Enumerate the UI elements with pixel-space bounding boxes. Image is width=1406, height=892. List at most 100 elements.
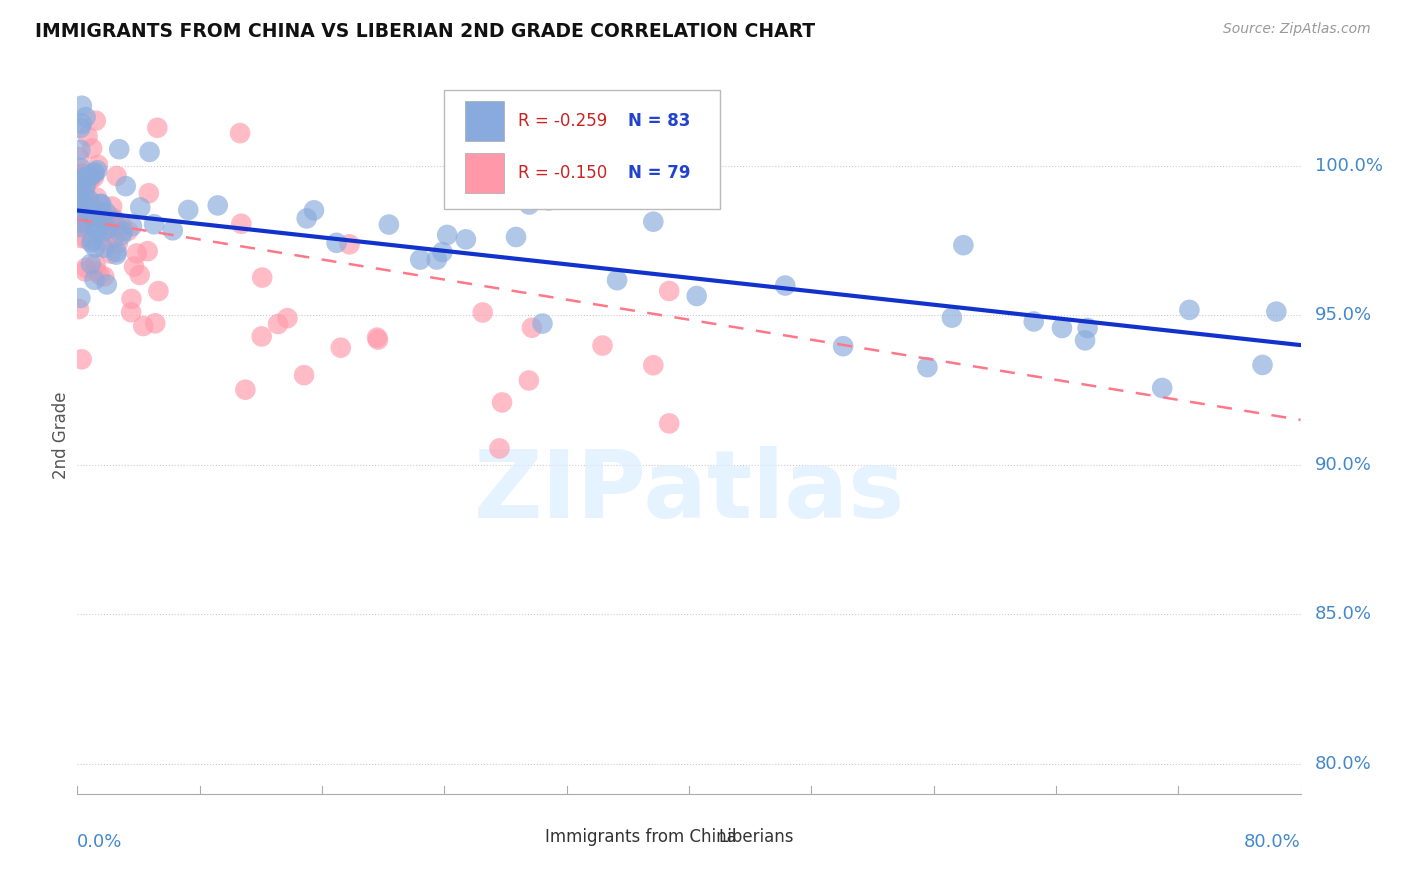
FancyBboxPatch shape xyxy=(444,90,720,209)
Point xyxy=(96,221,118,235)
Point xyxy=(138,145,160,159)
Point xyxy=(132,318,155,333)
Point xyxy=(67,212,90,227)
Point xyxy=(162,223,184,237)
Point xyxy=(339,237,361,252)
Point xyxy=(104,213,127,227)
Point xyxy=(69,197,91,211)
Point xyxy=(87,219,110,233)
Text: 85.0%: 85.0% xyxy=(1315,606,1372,624)
Point xyxy=(76,129,98,144)
Point xyxy=(80,196,103,211)
Point xyxy=(100,246,122,260)
Point xyxy=(138,186,160,201)
Point xyxy=(84,221,107,235)
Point xyxy=(1178,302,1201,317)
Point xyxy=(517,197,540,211)
Point xyxy=(325,235,347,250)
Point xyxy=(75,264,97,278)
Point xyxy=(121,219,143,234)
Text: N = 83: N = 83 xyxy=(627,112,690,130)
Point xyxy=(70,117,93,131)
Point xyxy=(86,209,108,223)
FancyBboxPatch shape xyxy=(512,828,538,847)
Point xyxy=(250,270,273,285)
Point xyxy=(83,170,105,185)
Point xyxy=(111,224,134,238)
Text: 90.0%: 90.0% xyxy=(1315,456,1372,474)
Point xyxy=(101,211,124,225)
Point xyxy=(231,217,253,231)
Point xyxy=(82,209,104,223)
Point xyxy=(250,329,273,343)
Point xyxy=(104,219,127,233)
Point xyxy=(105,169,128,183)
Text: 80.0%: 80.0% xyxy=(1315,755,1372,773)
Point xyxy=(84,113,107,128)
Point xyxy=(1050,321,1073,335)
Point xyxy=(73,167,96,181)
Point xyxy=(90,197,112,211)
Point xyxy=(75,231,97,245)
Text: R = -0.259: R = -0.259 xyxy=(517,112,607,130)
Point xyxy=(84,257,107,271)
Point xyxy=(471,305,494,319)
Point xyxy=(409,252,432,267)
FancyBboxPatch shape xyxy=(465,153,505,193)
Point xyxy=(773,278,796,293)
Point xyxy=(77,211,100,226)
Point xyxy=(75,197,97,211)
Point xyxy=(329,341,352,355)
Point xyxy=(367,333,389,347)
Point xyxy=(426,252,449,267)
Point xyxy=(143,217,166,231)
Point xyxy=(84,264,107,278)
Point xyxy=(606,273,628,287)
Point xyxy=(72,216,94,230)
Point xyxy=(517,374,540,388)
Point xyxy=(90,205,112,219)
Point xyxy=(114,179,136,194)
Point xyxy=(111,219,134,233)
Point xyxy=(82,234,104,248)
Point xyxy=(87,210,110,224)
Point xyxy=(73,188,96,202)
Point xyxy=(177,202,200,217)
Point xyxy=(121,292,143,306)
FancyBboxPatch shape xyxy=(465,102,505,141)
Point xyxy=(73,186,96,200)
Point xyxy=(96,277,118,292)
Point xyxy=(70,167,93,181)
Point xyxy=(100,214,122,228)
Point xyxy=(72,216,94,230)
Point xyxy=(69,143,91,157)
Point xyxy=(107,236,129,251)
Point xyxy=(537,194,560,208)
Point xyxy=(69,291,91,305)
Point xyxy=(531,317,554,331)
Point xyxy=(84,240,107,254)
Point xyxy=(89,197,111,211)
Point xyxy=(148,284,170,298)
Point xyxy=(69,182,91,196)
Point xyxy=(143,316,166,330)
Point xyxy=(70,219,93,233)
Point xyxy=(658,417,681,431)
Point xyxy=(520,320,543,334)
Point xyxy=(110,228,132,243)
Point xyxy=(832,339,855,353)
Point xyxy=(67,150,90,164)
Point xyxy=(75,169,97,184)
Text: 100.0%: 100.0% xyxy=(1315,157,1384,175)
Point xyxy=(80,257,103,271)
Point xyxy=(686,289,709,303)
Point xyxy=(69,120,91,135)
Text: 80.0%: 80.0% xyxy=(1244,833,1301,851)
Point xyxy=(93,269,115,284)
Point xyxy=(235,383,257,397)
Point xyxy=(643,358,665,372)
Point xyxy=(436,227,458,242)
Point xyxy=(75,177,97,191)
Point xyxy=(73,201,96,215)
Point xyxy=(69,219,91,234)
